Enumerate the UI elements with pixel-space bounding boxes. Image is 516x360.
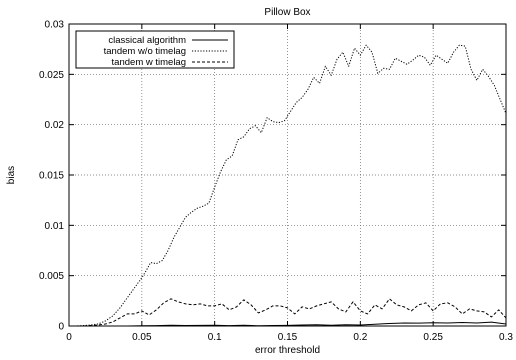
y-tick-label: 0.025 <box>39 70 64 81</box>
legend-label-tandem-w-timelag: tandem w timelag <box>112 57 186 68</box>
x-axis-label: error threshold <box>255 345 320 356</box>
x-tick-label: 0.2 <box>353 332 367 343</box>
y-tick-label: 0 <box>58 322 64 333</box>
axis-ticks: 0 0.05 0.1 0.15 0.2 0.25 0.3 0 0.005 0.01 0.015 0.0… <box>39 20 513 344</box>
y-tick-label: 0.005 <box>39 271 64 282</box>
series-line-tandem-w-timelag <box>69 298 507 327</box>
y-tick-label: 0.015 <box>39 171 64 182</box>
x-tick-label: 0.3 <box>499 332 513 343</box>
legend-label-classical-algorithm: classical algorithm <box>108 35 186 46</box>
y-tick-label: 0.03 <box>45 20 65 31</box>
y-axis-label: bias <box>6 166 17 184</box>
y-tick-label: 0.01 <box>45 221 65 232</box>
x-tick-label: 0.1 <box>208 332 222 343</box>
x-tick-label: 0 <box>66 332 72 343</box>
chart-title: Pillow Box <box>264 7 310 18</box>
x-tick-label: 0.25 <box>423 332 443 343</box>
y-tick-label: 0.02 <box>45 120 65 131</box>
x-tick-label: 0.15 <box>278 332 298 343</box>
legend-label-tandem-w-o-timelag: tandem w/o timelag <box>104 46 186 57</box>
grid-lines <box>69 24 506 326</box>
series-line-tandem-w-o-timelag <box>69 44 507 327</box>
x-tick-label: 0.05 <box>132 332 152 343</box>
